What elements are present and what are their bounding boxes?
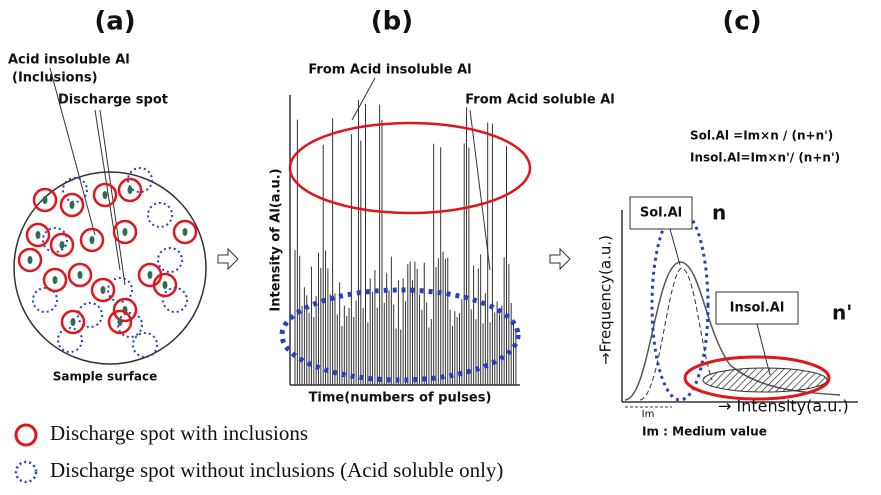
red-ellipse [288,121,532,215]
inclusion [147,271,153,279]
inclusion [89,236,95,244]
pointer [469,109,491,271]
blue-spot [57,327,83,353]
red-spot [17,247,43,273]
panel-c: Sol.Al =Im×n / (n+n') Insol.Al=Im×n'/ (n… [597,129,858,439]
box-label: Sol.Al [640,206,682,221]
annotation: Im [642,409,655,420]
annotation: Discharge spot [58,93,168,108]
pointer [756,323,771,376]
annotation: (Inclusions) [12,71,98,86]
legend-swatch [14,423,38,447]
pointer [99,109,126,286]
inclusion [162,281,168,289]
annotation: From Acid soluble Al [465,93,615,108]
sample-disc [13,171,207,365]
inclusion [42,196,48,204]
caption: Sample surface [53,370,157,384]
panel-a: Acid insoluble Al (Inclusions) Discharge… [8,53,207,384]
panel-label: (c) [722,7,761,37]
red-spot [25,222,51,248]
blue-spot [77,302,103,328]
inclusion [127,186,133,194]
panel-b: From Acid insoluble Al From Acid soluble… [269,63,615,406]
symbol: n [712,201,726,225]
inclusion [182,228,188,236]
axis-label: → Intensity(a.u.) [718,397,849,416]
formula: Insol.Al=Im×n'/ (n+n') [690,151,840,165]
annotation: Im : Medium value [642,425,767,439]
blue-spot [117,312,143,338]
axis-label: →Frequency(a.u.) [597,235,615,365]
axis-label: Intensity of Al(a.u.) [269,168,284,311]
blue-spot [107,277,133,303]
panel-label: (b) [371,7,413,37]
hatched-area [702,367,828,393]
distribution-curve [639,267,713,401]
inclusion [59,241,65,249]
red-spot [49,232,75,258]
red-spot [112,219,138,245]
pointer [94,109,121,271]
blue-spot [32,287,58,313]
red-spot [42,267,68,293]
legend-text: Discharge spot without inclusions (Acid … [50,458,503,482]
pointer [49,67,96,236]
red-spot [152,272,178,298]
red-spot [90,277,116,303]
red-spot [59,192,85,218]
red-spot [172,219,198,245]
legend-swatch [14,460,38,484]
red-spot [60,309,86,335]
blue-spot [157,247,183,273]
box-label: Insol.Al [730,301,785,316]
blue-spot [42,227,68,253]
axis-label: Time(numbers of pulses) [309,391,492,406]
red-spot [117,177,143,203]
inclusion [52,276,58,284]
red-spot [112,297,138,323]
inclusion [35,231,41,239]
label-box [629,196,693,230]
inclusion [69,201,75,209]
red-spot [32,187,58,213]
panel-label: (a) [94,7,135,37]
red-spot [92,182,118,208]
inclusion [100,286,106,294]
red-spot [107,309,133,335]
blue-ellipse [650,208,710,402]
blue-spot [147,202,173,228]
inclusion [27,256,33,264]
blue-ellipse [279,287,521,383]
arrow [217,247,239,271]
inclusion [77,271,83,279]
red-spot [79,227,105,253]
formula: Sol.Al =Im×n / (n+n') [690,129,833,143]
inclusion [102,191,108,199]
inclusion [117,318,123,326]
legend-text: Discharge spot with inclusions [50,421,308,445]
pointer [669,228,681,266]
symbol: n' [832,301,852,325]
red-spot [67,262,93,288]
annotation: Acid insoluble Al [8,53,130,68]
blue-spot [127,167,153,193]
inclusion [122,228,128,236]
blue-spot [132,332,158,358]
pointer [351,77,376,121]
blue-spot [62,177,88,203]
red-ellipse [683,355,831,401]
inclusion [70,318,76,326]
annotation: From Acid insoluble Al [308,63,471,78]
arrow [549,247,571,271]
